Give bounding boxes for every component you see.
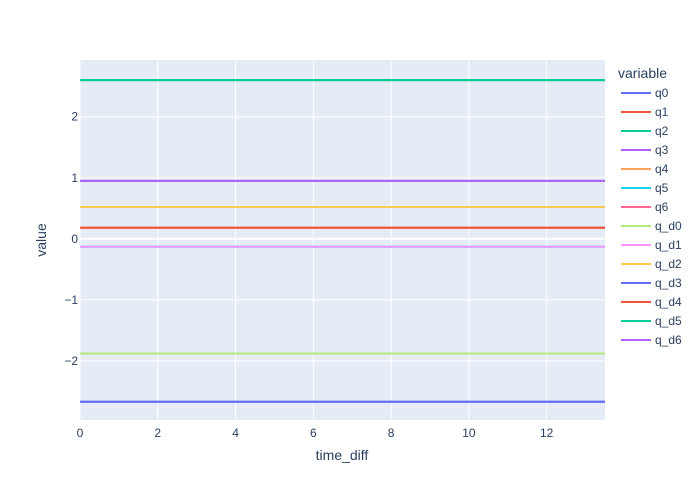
legend-item-q1[interactable]: q1 [621,105,669,119]
y-tick-label: −1 [64,293,78,307]
plot-background [80,60,605,420]
x-axis-label: time_diff [316,447,369,463]
legend-item-q0[interactable]: q0 [621,86,669,100]
legend-title: variable [618,65,667,81]
y-axis-label: value [33,223,49,257]
y-tick-label: 0 [71,232,78,246]
legend-label: q2 [655,124,669,138]
legend-label: q_d1 [655,238,682,252]
legend-label: q_d4 [655,295,682,309]
legend-item-q-d2[interactable]: q_d2 [621,257,682,271]
legend-label: q_d0 [655,219,682,233]
legend-label: q_d3 [655,276,682,290]
legend-item-q-d0[interactable]: q_d0 [621,219,682,233]
legend-item-q2[interactable]: q2 [621,124,669,138]
legend-label: q6 [655,200,669,214]
legend-item-q-d1[interactable]: q_d1 [621,238,682,252]
x-tick-label: 4 [232,426,239,440]
x-tick-label: 2 [154,426,161,440]
legend: q0 q1 q2 q3 q4 q5 q6 q_d0 q_d1 q_d2 q_d3 q_d4 q_d5 q_… [621,86,682,347]
legend-label: q_d6 [655,333,682,347]
y-tick-label: 2 [71,110,78,124]
x-tick-label: 6 [310,426,317,440]
series-lines [80,79,605,403]
legend-item-q-d3[interactable]: q_d3 [621,276,682,290]
legend-item-q-d5[interactable]: q_d5 [621,314,682,328]
legend-item-q6[interactable]: q6 [621,200,669,214]
x-tick-label: 10 [462,426,476,440]
gridlines [79,60,605,420]
legend-label: q1 [655,105,669,119]
legend-label: q_d2 [655,257,682,271]
x-tick-label: 8 [388,426,395,440]
legend-label: q3 [655,143,669,157]
legend-item-q-d6[interactable]: q_d6 [621,333,682,347]
legend-label: q0 [655,86,669,100]
legend-label: q_d5 [655,314,682,328]
legend-label: q4 [655,162,669,176]
legend-item-q5[interactable]: q5 [621,181,669,195]
y-axis-ticks: −2 −1 0 1 2 [64,110,78,368]
x-tick-label: 0 [77,426,84,440]
legend-label: q5 [655,181,669,195]
x-axis-ticks: 0 2 4 6 8 10 12 [77,426,554,440]
x-tick-label: 12 [540,426,554,440]
legend-item-q3[interactable]: q3 [621,143,669,157]
y-tick-label: −2 [64,354,78,368]
y-tick-label: 1 [71,171,78,185]
legend-item-q-d4[interactable]: q_d4 [621,295,682,309]
legend-item-q4[interactable]: q4 [621,162,669,176]
